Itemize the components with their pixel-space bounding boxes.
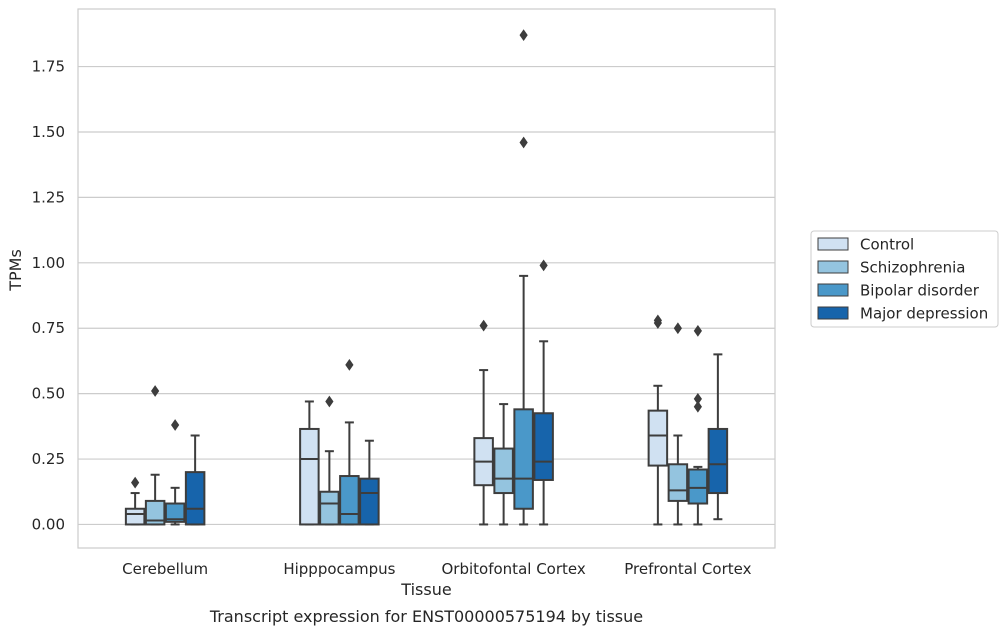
legend-entry: Major depression	[860, 305, 988, 323]
legend-entry: Schizophrenia	[860, 259, 965, 277]
box-body	[164, 502, 186, 523]
box-control	[299, 400, 320, 526]
outlier-point	[479, 319, 488, 332]
outlier-point	[131, 476, 140, 489]
box-bipolar-disorder	[513, 29, 534, 526]
x-tick-label: Cerebellum	[122, 560, 208, 578]
legend-frame	[810, 230, 999, 328]
box-major-depression	[184, 434, 206, 526]
box-control	[124, 476, 146, 526]
outlier-point	[151, 385, 160, 397]
outlier-point	[539, 259, 548, 272]
box-body	[687, 468, 709, 505]
legend-swatch	[817, 260, 849, 274]
legend-swatch	[817, 237, 849, 251]
box-body	[144, 499, 166, 526]
outlier-point	[673, 322, 682, 335]
outlier-point	[693, 392, 702, 405]
chart-caption: Transcript expression for ENST0000057519…	[209, 607, 643, 626]
x-tick-label: Orbitofontal Cortex	[442, 560, 586, 578]
box-bipolar-disorder	[687, 324, 709, 526]
box-body	[339, 475, 360, 526]
outlier-point	[653, 314, 662, 327]
box-bipolar-disorder	[164, 419, 186, 526]
outlier-point	[693, 400, 702, 413]
x-tick-label: Hipppocampus	[283, 560, 395, 578]
y-tick-label: 0.50	[32, 385, 65, 403]
y-tick-label: 1.50	[32, 123, 65, 141]
box-body	[707, 427, 729, 495]
legend-entry: Control	[860, 236, 914, 254]
box-schizophrenia	[319, 395, 340, 526]
box-body	[299, 427, 320, 526]
box-major-depression	[533, 259, 554, 526]
y-tick-label: 0.75	[32, 319, 65, 337]
y-tick-label: 0.00	[32, 515, 65, 533]
legend-swatch	[817, 283, 849, 297]
box-body	[359, 477, 380, 526]
outlier-point	[693, 324, 702, 337]
outlier-point	[519, 29, 528, 42]
y-axis-label: TPMs	[6, 249, 25, 292]
y-tick-labels: 0.00 0.25 0.50 0.75 1.00 1.25 1.50 1.75	[32, 58, 65, 534]
box-major-depression	[707, 353, 729, 521]
box-body	[513, 408, 534, 510]
x-tick-label: Prefrontal Cortex	[624, 560, 751, 578]
box-schizophrenia	[493, 403, 514, 526]
box-schizophrenia	[144, 385, 166, 526]
box-body	[493, 447, 514, 495]
outlier-point	[171, 419, 180, 431]
outlier-point	[345, 358, 354, 371]
legend-swatch	[817, 306, 849, 320]
box-control	[647, 314, 669, 526]
box-body	[533, 412, 554, 481]
box-control	[473, 319, 494, 526]
box-body	[647, 409, 669, 467]
x-axis-label: Tissue	[400, 580, 451, 599]
legend-entry: Bipolar disorder	[860, 282, 980, 300]
y-tick-label: 1.00	[32, 254, 65, 272]
legend: Control Schizophrenia Bipolar disorder Majo…	[810, 230, 999, 328]
box-body	[124, 507, 146, 526]
box-bipolar-disorder	[339, 358, 360, 526]
box-body	[667, 463, 689, 502]
box-body	[184, 471, 206, 526]
boxes	[124, 29, 729, 526]
y-tick-label: 1.75	[32, 58, 65, 76]
box-body	[319, 490, 340, 526]
outlier-point	[325, 395, 334, 408]
box-major-depression	[359, 439, 380, 526]
y-tick-label: 1.25	[32, 188, 65, 206]
box-schizophrenia	[667, 322, 689, 526]
outlier-point	[519, 136, 528, 149]
y-tick-label: 0.25	[32, 450, 65, 468]
x-tick-labels: Cerebellum Hipppocampus Orbitofontal Corte…	[122, 560, 751, 578]
